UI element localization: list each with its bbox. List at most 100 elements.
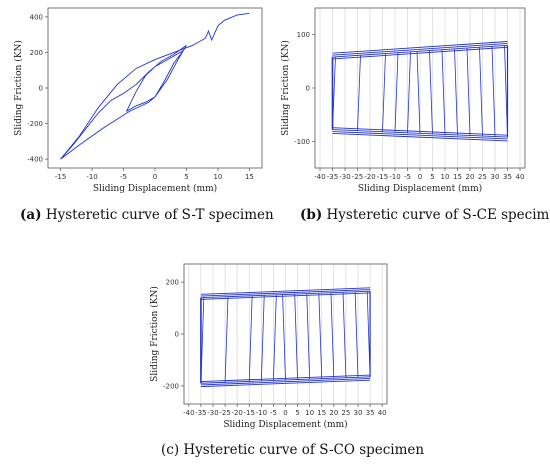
chart1-unloading-line bbox=[454, 48, 458, 135]
chart1-xtick-label: 10 bbox=[441, 173, 450, 181]
chart1-lower-branch bbox=[332, 129, 508, 138]
chart2-xtick-label: -35 bbox=[195, 409, 206, 417]
chart2-ytick-label: 0 bbox=[175, 331, 179, 339]
chart0-xtick-label: 15 bbox=[245, 173, 254, 181]
chart0-series-line bbox=[60, 12, 250, 160]
chart2-unloading-line bbox=[318, 293, 323, 379]
caption-b-letter: (b) bbox=[300, 207, 323, 223]
chart1-xtick-label: -15 bbox=[377, 173, 388, 181]
chart0-xtick-label: -10 bbox=[86, 173, 97, 181]
chart-c: -40 -35 -30 -25 -20 -15 -10 -5 0 5 10 15 20 25 30 35 40-… bbox=[149, 263, 388, 430]
chart2-unloading-line bbox=[330, 292, 335, 379]
chart1-xtick-label: 25 bbox=[478, 173, 487, 181]
chart1-xtick-label: 5 bbox=[430, 173, 434, 181]
chart2-xtick-label: 30 bbox=[354, 409, 363, 417]
chart1-xtick-label: 40 bbox=[516, 173, 525, 181]
chart1-unloading-line bbox=[429, 50, 433, 134]
chart2-upper-branch bbox=[200, 290, 371, 299]
chart0-ytick-label: -200 bbox=[27, 120, 43, 128]
chart-panel-a: -15 -10 -5 0 5 10 15 -400 -200 0 200 400 Sliding Dis… bbox=[0, 0, 275, 200]
chart2-upper-branch bbox=[200, 287, 371, 295]
chart2-lower-branch bbox=[200, 379, 371, 388]
chart1-xtick-label: 20 bbox=[466, 173, 475, 181]
chart1-unloading-line bbox=[394, 52, 399, 133]
chart1-xtick-label: 0 bbox=[418, 173, 422, 181]
chart2-ylabel: Sliding Friction (KN) bbox=[149, 286, 160, 382]
chart0-xtick-label: -5 bbox=[120, 173, 127, 181]
chart2-unloading-line bbox=[273, 294, 277, 381]
chart1-xtick-label: -40 bbox=[314, 173, 325, 181]
chart0-ytick-label: 200 bbox=[30, 49, 43, 57]
chart2-unloading-line bbox=[248, 295, 253, 382]
chart1-xtick-label: -5 bbox=[404, 173, 411, 181]
chart2-xtick-label: -20 bbox=[231, 409, 242, 417]
chart2-xtick-label: 10 bbox=[305, 409, 314, 417]
chart1-unloading-line bbox=[416, 51, 421, 134]
chart1-unloading-line bbox=[466, 48, 471, 136]
caption-b-text: Hysteretic curve of S-CE specimen. bbox=[322, 207, 550, 223]
chart1-upper-branch bbox=[332, 44, 508, 58]
chart-b: -40 -35 -30 -25 -20 -15 -10 -5 0 5 10 15 20 25 30 35 40-… bbox=[280, 7, 526, 194]
chart2-xtick-label: -5 bbox=[270, 409, 277, 417]
chart0-ylabel: Sliding Friction (KN) bbox=[13, 40, 24, 136]
chart1-xtick-label: -25 bbox=[352, 173, 363, 181]
chart-panel-c: -40 -35 -30 -25 -20 -15 -10 -5 0 5 10 15 20 25 30 35 40-… bbox=[140, 258, 400, 433]
chart1-upper-branch bbox=[332, 42, 508, 56]
chart1-xtick-label: 35 bbox=[503, 173, 512, 181]
chart2-xtick-label: 25 bbox=[341, 409, 350, 417]
chart1-xtick-label: 30 bbox=[491, 173, 500, 181]
chart1-unloading-line bbox=[382, 53, 386, 132]
chart1-ylabel: Sliding Friction (KN) bbox=[280, 40, 291, 136]
chart1-upper-branch bbox=[332, 46, 508, 60]
chart1-xlabel: Sliding Displacement (mm) bbox=[358, 183, 482, 194]
chart1-unloading-line bbox=[407, 51, 411, 133]
caption-a-letter: (a) bbox=[20, 207, 42, 223]
caption-b: (b) Hysteretic curve of S-CE specimen. bbox=[300, 207, 550, 223]
chart1-ytick-label: 100 bbox=[297, 31, 310, 39]
chart1-xtick-label: -20 bbox=[364, 173, 375, 181]
chart0-xtick-label: 5 bbox=[184, 173, 188, 181]
chart2-xtick-label: 0 bbox=[283, 409, 287, 417]
chart0-ytick-label: 0 bbox=[39, 85, 43, 93]
chart2-xtick-label: 20 bbox=[329, 409, 338, 417]
chart2-xtick-label: 40 bbox=[378, 409, 387, 417]
chart2-unloading-line bbox=[342, 292, 347, 378]
chart1-upper-branch bbox=[332, 41, 508, 54]
chart0-ytick-label: 400 bbox=[30, 13, 43, 21]
chart-a: -15 -10 -5 0 5 10 15 -400 -200 0 200 400 Sliding Dis… bbox=[13, 7, 263, 194]
chart2-upper-branch bbox=[200, 289, 371, 297]
chart2-unloading-line bbox=[282, 294, 286, 381]
chart-panel-b: -40 -35 -30 -25 -20 -15 -10 -5 0 5 10 15 20 25 30 35 40-… bbox=[275, 0, 550, 200]
chart2-unloading-line bbox=[260, 295, 265, 381]
chart2-xlabel: Sliding Displacement (mm) bbox=[223, 419, 347, 430]
chart2-xtick-label: 5 bbox=[295, 409, 299, 417]
chart2-unloading-line bbox=[294, 294, 298, 380]
chart1-lower-branch bbox=[332, 131, 508, 140]
chart2-xtick-label: -10 bbox=[256, 409, 267, 417]
chart2-ytick-label: -200 bbox=[163, 382, 179, 390]
chart1-lower-branch bbox=[332, 132, 508, 142]
caption-a: (a) Hysteretic curve of S-T specimen bbox=[20, 207, 274, 223]
caption-c: (c) Hysteretic curve of S-CO specimen bbox=[161, 442, 424, 458]
chart0-xlabel: Sliding Displacement (mm) bbox=[93, 183, 217, 194]
chart1-xtick-label: -10 bbox=[389, 173, 400, 181]
chart1-xtick-label: 15 bbox=[453, 173, 462, 181]
chart2-xtick-label: -30 bbox=[207, 409, 218, 417]
caption-a-text: Hysteretic curve of S-T specimen bbox=[41, 207, 274, 223]
chart2-xtick-label: -40 bbox=[183, 409, 194, 417]
chart0-xtick-label: 10 bbox=[213, 173, 222, 181]
chart0-ytick-label: -400 bbox=[27, 156, 43, 164]
chart2-lower-branch bbox=[200, 378, 371, 386]
chart1-xtick-label: -35 bbox=[327, 173, 338, 181]
chart2-ytick-label: 200 bbox=[166, 279, 179, 287]
chart1-unloading-line bbox=[441, 49, 446, 135]
chart1-unloading-line bbox=[491, 46, 496, 137]
chart1-unloading-line bbox=[357, 55, 361, 131]
chart2-unloading-line bbox=[224, 296, 229, 383]
chart2-unloading-line bbox=[306, 293, 311, 380]
chart1-ytick-label: -100 bbox=[294, 138, 310, 146]
chart0-xtick-label: -15 bbox=[55, 173, 66, 181]
chart2-xtick-label: 15 bbox=[317, 409, 326, 417]
chart1-unloading-line bbox=[479, 47, 483, 137]
chart2-lower-branch bbox=[200, 376, 371, 384]
